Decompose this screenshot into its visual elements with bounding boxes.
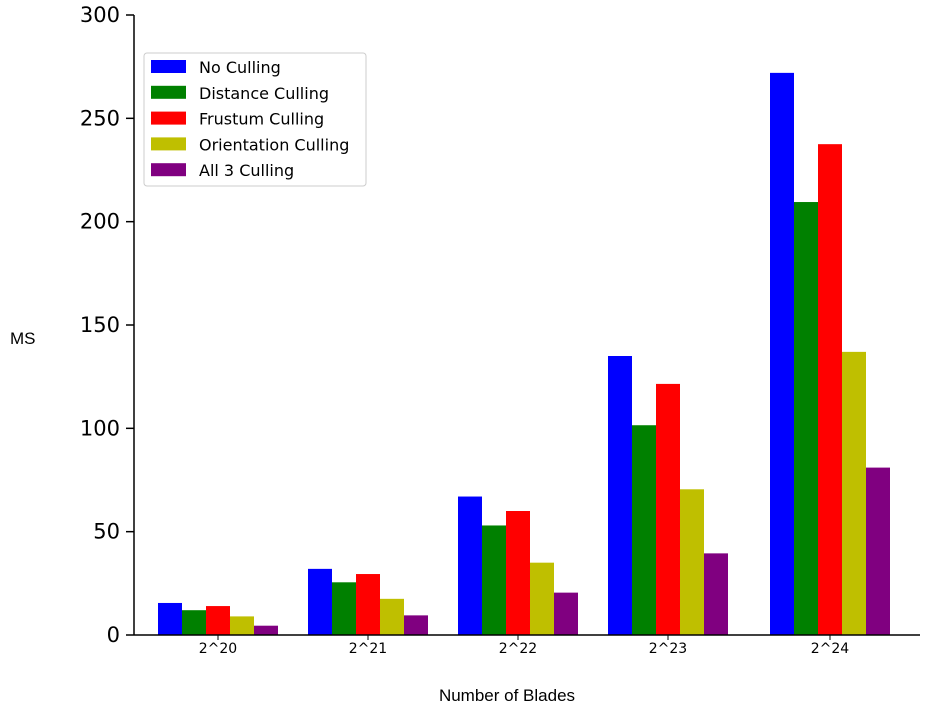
bar [632,425,656,635]
y-tick-label: 200 [80,210,120,234]
bar [704,553,728,635]
bar [842,351,866,635]
legend-box [143,52,367,187]
bar [182,610,206,635]
y-ticks-group: 0 50 100 150 200 250 300 [80,3,134,647]
legend-entry-label: Orientation Culling [199,135,349,154]
legend-entry-label: All 3 Culling [199,161,294,180]
bar [332,582,356,635]
bar [356,574,380,635]
legend: No Culling Distance Culling Frustum Cullin… [143,52,367,187]
bar [554,592,578,635]
legend-swatch [151,111,186,125]
y-tick-label: 100 [80,416,120,440]
bar [530,562,554,635]
legend-swatch [151,137,186,151]
bar [230,616,254,635]
bar [158,602,182,635]
legend-entry-label: Distance Culling [199,84,329,103]
legend-swatch [151,85,186,99]
bar [770,72,794,635]
bar [482,525,506,635]
bar [404,615,428,635]
y-tick-label: 300 [80,3,120,27]
x-tick-label: 2^24 [811,641,850,657]
legend-entry-label: No Culling [199,58,281,77]
x-ticks-group: 2^20 2^21 2^22 2^23 2^24 [199,635,850,657]
legend-swatch [151,163,186,177]
bar [458,496,482,635]
x-tick-label: 2^23 [649,641,687,657]
bar [206,606,230,635]
y-tick-label: 150 [80,313,120,337]
y-tick-label: 250 [80,106,120,130]
bar [656,383,680,635]
x-tick-label: 2^22 [499,641,537,657]
bar [818,144,842,635]
y-tick-label: 0 [107,623,120,647]
bar [308,568,332,635]
y-tick-label: 50 [93,520,120,544]
x-tick-label: 2^20 [199,641,237,657]
bars-group [158,72,890,636]
bar [506,511,530,635]
bar [380,598,404,635]
y-axis-label: MS [10,329,36,348]
bar [866,467,890,635]
legend-swatch [151,60,186,73]
legend-entry-label: Frustum Culling [199,110,324,129]
bar [608,356,632,635]
x-tick-label: 2^21 [349,641,387,657]
bar [254,625,278,635]
bar [680,489,704,635]
bar [794,202,818,636]
x-axis-label: Number of Blades [439,686,575,705]
